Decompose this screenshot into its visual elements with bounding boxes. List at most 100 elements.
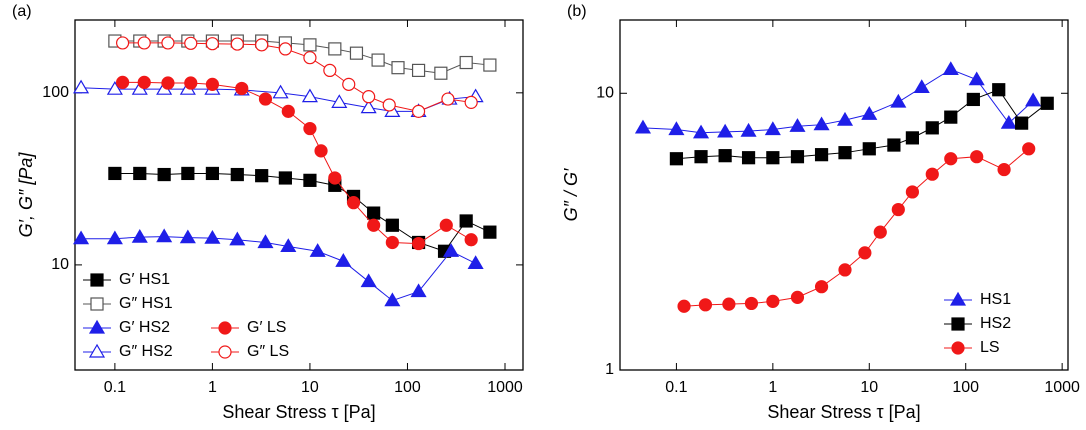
marker: [698, 298, 713, 312]
marker: [382, 98, 396, 112]
marker: [335, 253, 352, 267]
series-line: [114, 172, 491, 252]
marker: [88, 319, 106, 334]
marker: [367, 206, 381, 220]
marker: [360, 273, 377, 288]
marker: [434, 66, 448, 80]
marker: [342, 77, 356, 91]
marker: [137, 36, 151, 50]
series-line: [642, 68, 1034, 134]
marker: [229, 231, 246, 246]
marker: [790, 150, 805, 164]
marker: [255, 169, 269, 183]
marker: [873, 225, 887, 239]
plot-frame: [74, 19, 524, 371]
marker: [1022, 142, 1036, 156]
legend-label: LS: [980, 339, 1000, 356]
legend-label: G″ LS: [247, 343, 289, 360]
x-tick-label: 0.1: [104, 379, 126, 396]
marker: [970, 150, 984, 164]
x-tick-label: 100: [952, 379, 979, 396]
marker: [467, 255, 484, 270]
marker: [459, 214, 473, 228]
marker: [411, 104, 426, 118]
marker: [90, 273, 104, 287]
marker: [858, 246, 872, 260]
panel-label: (b): [567, 3, 587, 20]
marker: [789, 118, 806, 132]
marker: [717, 123, 734, 138]
marker: [385, 235, 399, 250]
marker: [161, 76, 175, 90]
series-line: [81, 236, 476, 302]
marker: [116, 36, 130, 50]
marker: [133, 166, 147, 181]
marker: [106, 230, 123, 245]
legend-label: HS1: [980, 291, 1011, 308]
marker: [1015, 116, 1029, 130]
marker: [303, 121, 317, 136]
marker: [131, 228, 148, 243]
marker: [997, 162, 1011, 177]
marker: [367, 218, 381, 232]
y-tick-label: 100: [42, 84, 69, 101]
marker: [278, 171, 292, 185]
marker: [257, 234, 274, 249]
marker: [384, 292, 401, 307]
legend-label: G″ HS2: [119, 343, 173, 360]
marker: [925, 167, 939, 181]
marker: [371, 53, 385, 67]
marker: [836, 111, 854, 126]
marker: [1000, 114, 1017, 129]
marker: [391, 61, 405, 75]
marker: [718, 149, 732, 163]
x-tick-label: 100: [394, 379, 421, 396]
marker: [459, 55, 473, 70]
marker: [992, 83, 1006, 97]
marker: [838, 263, 852, 277]
series-line: [122, 42, 472, 112]
marker: [483, 225, 497, 239]
marker: [323, 63, 337, 78]
marker: [764, 121, 781, 136]
y-axis-label: G″ / G′: [561, 168, 581, 221]
marker: [838, 146, 852, 160]
marker: [360, 99, 377, 114]
marker: [887, 138, 901, 152]
marker: [905, 185, 920, 199]
marker: [861, 106, 878, 120]
x-tick-label: 1000: [487, 379, 523, 396]
x-tick-label: 1: [208, 379, 217, 396]
marker: [328, 42, 342, 56]
x-tick-label: 10: [860, 379, 878, 396]
marker: [303, 51, 317, 65]
marker: [766, 151, 780, 165]
legend-label: G′ LS: [247, 319, 286, 336]
marker: [949, 291, 967, 306]
x-tick-label: 0.1: [665, 379, 687, 396]
marker: [1040, 96, 1054, 110]
marker: [722, 297, 736, 311]
marker: [346, 196, 361, 210]
marker: [862, 142, 876, 156]
y-tick-label: 1: [605, 361, 614, 378]
x-tick-label: 10: [301, 379, 319, 396]
marker: [88, 343, 106, 358]
marker: [905, 131, 920, 145]
marker: [766, 294, 780, 308]
marker: [280, 238, 297, 253]
marker: [157, 167, 171, 182]
marker: [230, 167, 244, 182]
marker: [116, 75, 130, 89]
marker: [218, 321, 232, 335]
marker: [441, 92, 455, 106]
marker: [694, 150, 708, 164]
marker: [483, 58, 497, 72]
x-tick-label: 1: [768, 379, 777, 396]
marker: [740, 122, 757, 137]
marker: [272, 84, 289, 99]
marker: [205, 77, 220, 91]
marker: [741, 151, 756, 165]
marker: [891, 202, 905, 217]
